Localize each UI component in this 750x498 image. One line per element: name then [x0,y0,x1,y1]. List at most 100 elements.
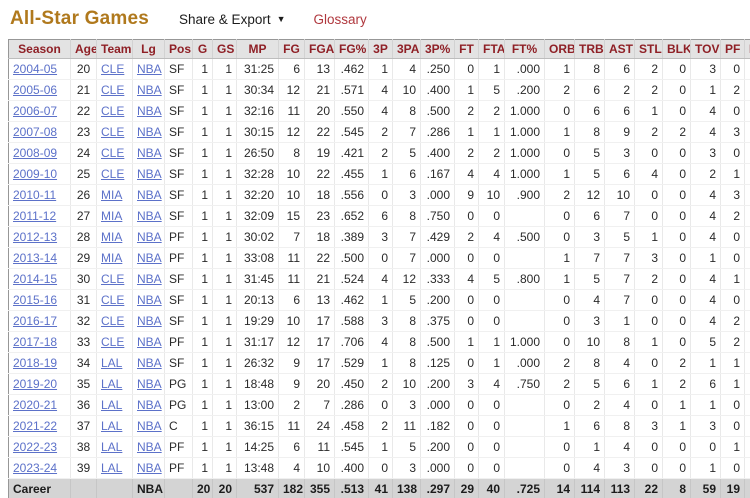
col-header-fgpct[interactable]: FG% [334,39,369,59]
cell-fta: 2 [478,142,505,164]
league-link[interactable]: NBA [137,461,162,475]
team-link[interactable]: CLE [101,272,125,286]
col-header-ftpct[interactable]: FT% [504,39,545,59]
team-link[interactable]: MIA [101,209,123,223]
col-header-ft[interactable]: FT [454,39,479,59]
league-link[interactable]: NBA [137,293,162,307]
col-header-lg[interactable]: Lg [132,39,165,59]
season-link[interactable]: 2004-05 [13,62,58,76]
league-link[interactable]: NBA [137,398,162,412]
cell-ft: 0 [454,58,479,80]
col-header-pts[interactable]: PTS [744,39,750,59]
col-header-season[interactable]: Season [8,39,71,59]
col-header-trb[interactable]: TRB [574,39,605,59]
league-link[interactable]: NBA [137,377,162,391]
team-link[interactable]: CLE [101,62,125,76]
cell-blk: 0 [662,58,691,80]
col-header-fga[interactable]: FGA [304,39,335,59]
col-header-orb[interactable]: ORB [544,39,575,59]
season-link[interactable]: 2020-21 [13,398,58,412]
season-link[interactable]: 2016-17 [13,314,58,328]
team-link[interactable]: LAL [101,398,123,412]
season-link[interactable]: 2019-20 [13,377,58,391]
col-header-fg[interactable]: FG [278,39,305,59]
season-link[interactable]: 2022-23 [13,440,58,454]
col-header-g[interactable]: G [192,39,213,59]
team-link[interactable]: CLE [101,104,125,118]
team-link[interactable]: MIA [101,251,123,265]
season-link[interactable]: 2012-13 [13,230,58,244]
col-header-ast[interactable]: AST [604,39,635,59]
cell-team: CLE [96,289,133,311]
league-link[interactable]: NBA [137,188,162,202]
league-link[interactable]: NBA [137,209,162,223]
season-link[interactable]: 2007-08 [13,125,58,139]
season-link[interactable]: 2011-12 [13,209,57,223]
season-link[interactable]: 2017-18 [13,335,58,349]
team-link[interactable]: CLE [101,167,125,181]
col-header-tov[interactable]: TOV [690,39,721,59]
col-header-gs[interactable]: GS [212,39,237,59]
league-link[interactable]: NBA [137,62,162,76]
season-link[interactable]: 2005-06 [13,83,58,97]
league-link[interactable]: NBA [137,440,162,454]
season-link[interactable]: 2006-07 [13,104,58,118]
season-link[interactable]: 2015-16 [13,293,58,307]
team-link[interactable]: CLE [101,335,125,349]
career-cell-fta: 40 [478,478,505,498]
team-link[interactable]: LAL [101,377,123,391]
col-header-pos[interactable]: Pos [164,39,193,59]
league-link[interactable]: NBA [137,167,162,181]
league-link[interactable]: NBA [137,251,162,265]
share-export-button[interactable]: Share & Export ▼ [179,12,285,27]
league-link[interactable]: NBA [137,272,162,286]
season-link[interactable]: 2021-22 [13,419,58,433]
glossary-link[interactable]: Glossary [313,11,367,27]
season-link[interactable]: 2009-10 [13,167,58,181]
cell-fta: 5 [478,79,505,101]
col-header-mp[interactable]: MP [236,39,279,59]
col-header-fta[interactable]: FTA [478,39,505,59]
col-header-stl[interactable]: STL [634,39,663,59]
cell-ftpct [504,457,545,479]
team-link[interactable]: MIA [101,230,123,244]
col-header-3pa[interactable]: 3PA [392,39,421,59]
cell-fgpct: .529 [334,352,369,374]
team-link[interactable]: CLE [101,83,125,97]
team-link[interactable]: MIA [101,188,123,202]
league-link[interactable]: NBA [137,83,162,97]
league-link[interactable]: NBA [137,230,162,244]
col-header-3p[interactable]: 3P [368,39,393,59]
cell-ftpct: .000 [504,352,545,374]
league-link[interactable]: NBA [137,314,162,328]
cell-tov: 3 [690,142,721,164]
team-link[interactable]: LAL [101,419,123,433]
col-header-team[interactable]: Team [96,39,133,59]
team-link[interactable]: LAL [101,461,123,475]
season-link[interactable]: 2008-09 [13,146,58,160]
season-link[interactable]: 2013-14 [13,251,58,265]
season-link[interactable]: 2018-19 [13,356,58,370]
league-link[interactable]: NBA [137,335,162,349]
season-link[interactable]: 2023-24 [13,461,58,475]
season-link[interactable]: 2014-15 [13,272,58,286]
league-link[interactable]: NBA [137,419,162,433]
cell-3p: 4 [368,331,393,353]
col-header-blk[interactable]: BLK [662,39,691,59]
league-link[interactable]: NBA [137,125,162,139]
col-header-3ppct[interactable]: 3P% [420,39,455,59]
team-link[interactable]: LAL [101,440,123,454]
season-link[interactable]: 2010-11 [13,188,57,202]
cell-fga: 18 [304,184,335,206]
team-link[interactable]: CLE [101,146,125,160]
league-link[interactable]: NBA [137,356,162,370]
team-link[interactable]: LAL [101,356,123,370]
col-header-pf[interactable]: PF [720,39,745,59]
team-link[interactable]: CLE [101,314,125,328]
cell-season: 2007-08 [8,121,71,143]
team-link[interactable]: CLE [101,293,125,307]
league-link[interactable]: NBA [137,104,162,118]
col-header-age[interactable]: Age [70,39,97,59]
team-link[interactable]: CLE [101,125,125,139]
league-link[interactable]: NBA [137,146,162,160]
